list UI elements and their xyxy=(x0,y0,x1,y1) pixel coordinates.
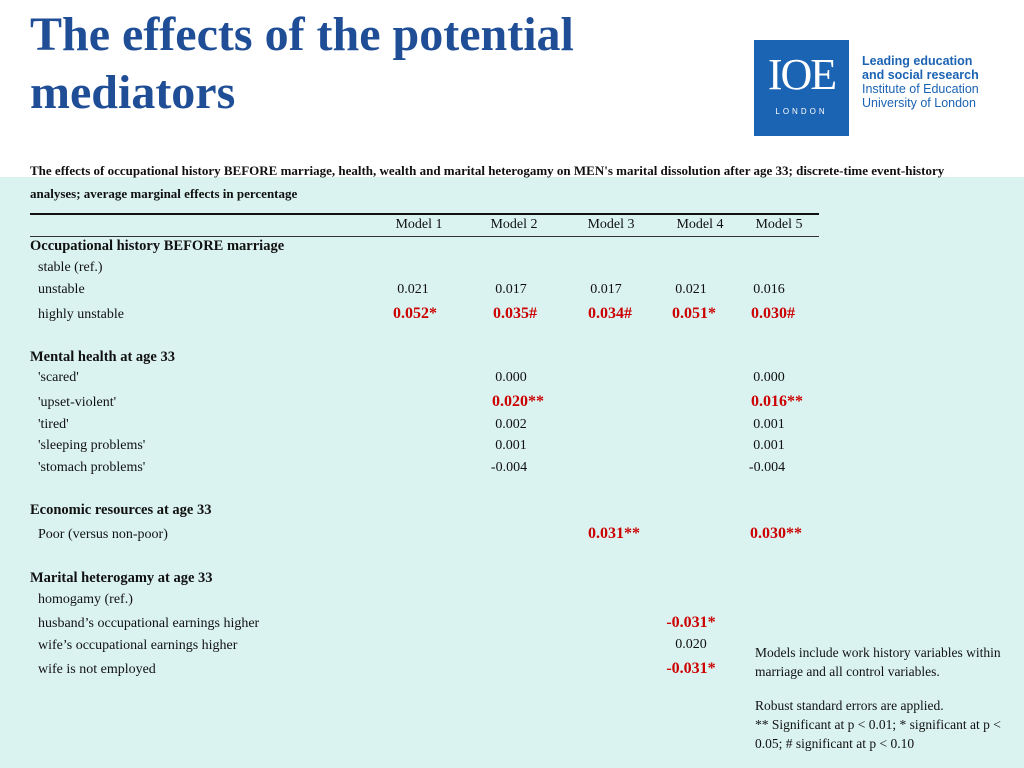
cell-tired-m5: 0.001 xyxy=(753,417,785,432)
table-top-rule xyxy=(30,213,819,215)
section-marital-heterogamy: Marital heterogamy at age 33 xyxy=(30,570,213,586)
row-label-tired: 'tired' xyxy=(38,417,69,432)
cell-unstable-m3: 0.017 xyxy=(590,282,622,297)
section-economic-resources: Economic resources at age 33 xyxy=(30,502,212,518)
ioe-logo-text: Leading education and social research In… xyxy=(862,54,1002,110)
cell-unstable-m5: 0.016 xyxy=(753,282,785,297)
cell-upset-violent-m5: 0.016** xyxy=(751,393,803,410)
ioe-logo-mark: IOE LONDON xyxy=(754,40,849,136)
page-title: The effects of the potential mediators xyxy=(30,8,574,119)
column-header-model-4: Model 4 xyxy=(676,217,724,232)
note-control-variables: Models include work history variables wi… xyxy=(755,645,1001,679)
cell-highly-unstable-m4: 0.051* xyxy=(672,305,716,322)
table-notes: Models include work history variables wi… xyxy=(755,643,1020,753)
row-label-sleeping-problems: 'sleeping problems' xyxy=(38,438,146,453)
cell-tired-m2: 0.002 xyxy=(495,417,527,432)
cell-sleeping-problems-m5: 0.001 xyxy=(753,438,785,453)
column-header-model-2: Model 2 xyxy=(490,217,538,232)
row-label-husband-earnings-higher: husband’s occupational earnings higher xyxy=(38,616,260,631)
row-label-homogamy: homogamy (ref.) xyxy=(38,592,133,607)
row-label-wife-earnings-higher: wife’s occupational earnings higher xyxy=(38,638,238,653)
cell-unstable-m4: 0.021 xyxy=(675,282,707,297)
row-label-poor: Poor (versus non-poor) xyxy=(38,527,168,542)
row-label-stomach-problems: 'stomach problems' xyxy=(38,460,146,475)
cell-stomach-problems-m2: -0.004 xyxy=(490,460,528,475)
cell-stomach-problems-m5: -0.004 xyxy=(748,460,786,475)
row-label-wife-not-employed: wife is not employed xyxy=(38,662,156,677)
row-label-stable: stable (ref.) xyxy=(38,260,103,275)
ioe-logo-london: LONDON xyxy=(775,107,828,116)
column-header-model-5: Model 5 xyxy=(755,217,803,232)
note-robust-errors: Robust standard errors are applied. xyxy=(755,698,944,713)
logo-line-2: and social research xyxy=(862,68,979,82)
logo-line-1: Leading education xyxy=(862,54,973,68)
logo-line-3: Institute of Education xyxy=(862,82,979,96)
cell-wife-earnings-higher-m4: 0.020 xyxy=(675,637,707,652)
cell-sleeping-problems-m2: 0.001 xyxy=(495,438,527,453)
ioe-logo-letters: IOE xyxy=(767,50,837,99)
cell-highly-unstable-m5: 0.030# xyxy=(751,305,795,322)
section-occupational-history: Occupational history BEFORE marriage xyxy=(30,238,285,254)
row-label-upset-violent: 'upset-violent' xyxy=(38,395,117,410)
cell-highly-unstable-m1: 0.052* xyxy=(393,305,437,322)
table-caption: The effects of occupational history BEFO… xyxy=(30,163,945,201)
note-significance: ** Significant at p < 0.01; * significan… xyxy=(755,717,1001,751)
row-label-unstable: unstable xyxy=(38,282,85,297)
cell-highly-unstable-m3: 0.034# xyxy=(588,305,632,322)
logo-line-4: University of London xyxy=(862,96,976,110)
cell-poor-m3: 0.031** xyxy=(588,525,640,542)
ioe-logo: IOE LONDON Leading education and social … xyxy=(754,40,994,136)
cell-poor-m5: 0.030** xyxy=(750,525,802,542)
section-mental-health: Mental health at age 33 xyxy=(30,349,175,365)
column-header-model-1: Model 1 xyxy=(395,217,443,232)
cell-upset-violent-m2: 0.020** xyxy=(492,393,544,410)
cell-scared-m5: 0.000 xyxy=(753,370,785,385)
column-header-model-3: Model 3 xyxy=(587,217,635,232)
cell-unstable-m2: 0.017 xyxy=(495,282,527,297)
cell-unstable-m1: 0.021 xyxy=(397,282,429,297)
cell-highly-unstable-m2: 0.035# xyxy=(493,305,537,322)
cell-wife-not-employed-m4: -0.031* xyxy=(666,660,716,677)
cell-scared-m2: 0.000 xyxy=(495,370,527,385)
row-label-scared: 'scared' xyxy=(38,370,79,385)
cell-husband-earnings-higher-m4: -0.031* xyxy=(666,614,716,631)
table-header-rule xyxy=(30,236,819,237)
content-background xyxy=(0,177,1024,768)
row-label-highly-unstable: highly unstable xyxy=(38,307,124,322)
